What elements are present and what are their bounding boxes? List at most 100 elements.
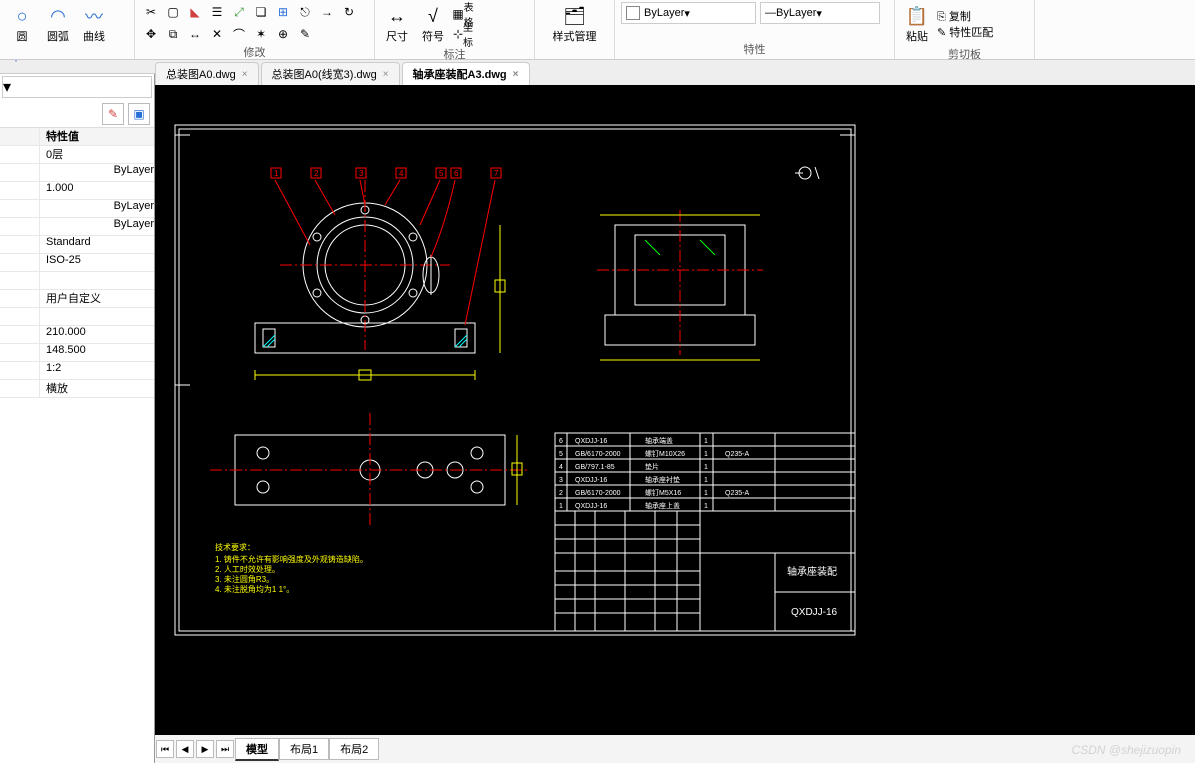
tab-first-button[interactable]: ⏮ [156,740,174,758]
svg-text:QXDJJ-16: QXDJJ-16 [575,438,607,445]
point-button[interactable]: · [6,50,26,70]
svg-text:1: 1 [704,464,708,471]
arc-label: 圆弧 [47,28,69,44]
property-row[interactable] [0,308,154,326]
explode-button[interactable]: ✶ [251,24,271,44]
svg-text:轴承座衬垫: 轴承座衬垫 [645,475,680,484]
property-row[interactable]: ByLayer [0,164,154,182]
delete-button[interactable]: ✕ [207,24,227,44]
property-row[interactable]: 0层 [0,146,154,164]
svg-text:螺钉M5X16: 螺钉M5X16 [645,488,681,497]
dimension-button[interactable]: ↔ 尺寸 [381,2,413,46]
document-tab[interactable]: 总装图A0.dwg× [155,62,259,85]
rotate-button[interactable]: ↻ [339,2,359,22]
copy-button[interactable]: ⧉ [163,24,183,44]
circle-icon: ○ [10,4,34,28]
symbol-label: 符号 [422,28,444,44]
props-filter-button[interactable]: ✎ [102,103,124,125]
props-selector-combo[interactable]: ▾ [2,76,152,98]
close-icon[interactable]: × [242,69,248,80]
document-tabs: 总装图A0.dwg×总装图A0(线宽3).dwg×轴承座装配A3.dwg× [155,60,1195,85]
ribbon-group-annotate: ↔ 尺寸 √ 符号 ▦ 表格 ⊹ 坐标 标注 [375,0,535,59]
color-swatch-icon [626,6,640,20]
svg-text:轴承端盖: 轴承端盖 [645,436,673,445]
property-row[interactable]: ISO-25 [0,254,154,272]
extend-button[interactable]: → [317,2,337,22]
bearing-top-view [210,413,530,527]
paste-button[interactable]: 📋 粘贴 [901,2,933,46]
scale-button[interactable]: ⤢ [229,2,249,22]
paste-label: 粘贴 [906,28,928,44]
array-button[interactable]: ⊞ [273,2,293,22]
ribbon-group-clipboard: 📋 粘贴 ⎘ 复制 ✎ 特性匹配 剪切板 [895,0,1035,59]
tab-last-button[interactable]: ⏭ [216,740,234,758]
circle-label: 圆 [17,28,28,44]
align-button[interactable]: ☰ [207,2,227,22]
svg-text:1: 1 [704,503,708,510]
tab-next-button[interactable]: ▶ [196,740,214,758]
coord-button[interactable]: ⊹ 坐标 [453,24,473,44]
props-quick-button[interactable]: ▣ [128,103,150,125]
join-button[interactable]: ⊕ [273,24,293,44]
property-row[interactable]: 210.000 [0,326,154,344]
property-row[interactable]: Standard [0,236,154,254]
mirror-button[interactable]: ▢ [163,2,183,22]
fillet-button[interactable]: ⌒ [229,24,249,44]
break-button[interactable]: ⎋ [295,2,315,22]
curve-icon: 〰 [82,4,106,28]
svg-text:QXDJJ-16: QXDJJ-16 [575,503,607,510]
tab-layout2[interactable]: 布局2 [329,738,379,760]
close-icon[interactable]: × [383,69,389,80]
stretch-button[interactable]: ↔ [185,24,205,44]
property-row[interactable]: ByLayer [0,218,154,236]
symbol-button[interactable]: √ 符号 [417,2,449,46]
svg-text:技术要求：: 技术要求： [215,542,255,552]
symbol-icon: √ [421,4,445,28]
ribbon-group-style: 🗂 样式管理 [535,0,615,59]
svg-text:3. 未注圆角R3。: 3. 未注圆角R3。 [215,574,274,584]
tab-layout1[interactable]: 布局1 [279,738,329,760]
style-icon: 🗂 [563,4,587,28]
tab-prev-button[interactable]: ◀ [176,740,194,758]
property-row[interactable]: 1:2 [0,362,154,380]
style-manager-button[interactable]: 🗂 样式管理 [541,2,608,46]
bom-table: 6QXDJJ-16轴承端盖15GB/6170-2000螺钉M10X261Q235… [559,436,749,510]
property-row[interactable]: 1.000 [0,182,154,200]
svg-text:3: 3 [559,477,563,484]
svg-text:1: 1 [274,169,279,178]
svg-text:1: 1 [704,438,708,445]
trim-button[interactable]: ✂ [141,2,161,22]
svg-text:4. 未注脱角均为1 1°。: 4. 未注脱角均为1 1°。 [215,584,294,594]
curve-button[interactable]: 〰 曲线 [78,2,110,46]
svg-text:2: 2 [314,169,319,178]
chamfer-button[interactable]: ◣ [185,2,205,22]
svg-text:1: 1 [704,451,708,458]
property-row[interactable]: 用户自定义 [0,290,154,308]
property-row[interactable] [0,272,154,290]
close-icon[interactable]: × [513,69,519,80]
property-row[interactable]: ByLayer [0,200,154,218]
arc-button[interactable]: ◠ 圆弧 [42,2,74,46]
svg-text:Q235-A: Q235-A [725,490,749,497]
move-button[interactable]: ✥ [141,24,161,44]
property-row[interactable]: 横放 [0,380,154,398]
circle-button[interactable]: ○ 圆 [6,2,38,46]
match-button[interactable]: ✎ 特性匹配 [937,24,993,40]
svg-text:5: 5 [559,451,563,458]
document-tab[interactable]: 轴承座装配A3.dwg× [402,62,530,85]
drawing-canvas[interactable]: 1 2 3 4 5 6 7 [155,85,1195,735]
linetype-combo[interactable]: — ByLayer ▾ [760,2,880,24]
document-tab[interactable]: 总装图A0(线宽3).dwg× [261,62,400,85]
svg-text:QXDJJ-16: QXDJJ-16 [575,477,607,484]
offset-button[interactable]: ❏ [251,2,271,22]
tab-model[interactable]: 模型 [235,738,279,761]
copy-button[interactable]: ⎘ 复制 [937,8,993,24]
property-row[interactable]: 148.500 [0,344,154,362]
svg-text:螺钉M10X26: 螺钉M10X26 [645,449,685,458]
paste-icon: 📋 [905,4,929,28]
style-label: 样式管理 [553,28,597,44]
svg-text:6: 6 [559,438,563,445]
edit-button[interactable]: ✎ [295,24,315,44]
svg-text:Q235-A: Q235-A [725,451,749,458]
color-combo[interactable]: ByLayer ▾ [621,2,756,24]
